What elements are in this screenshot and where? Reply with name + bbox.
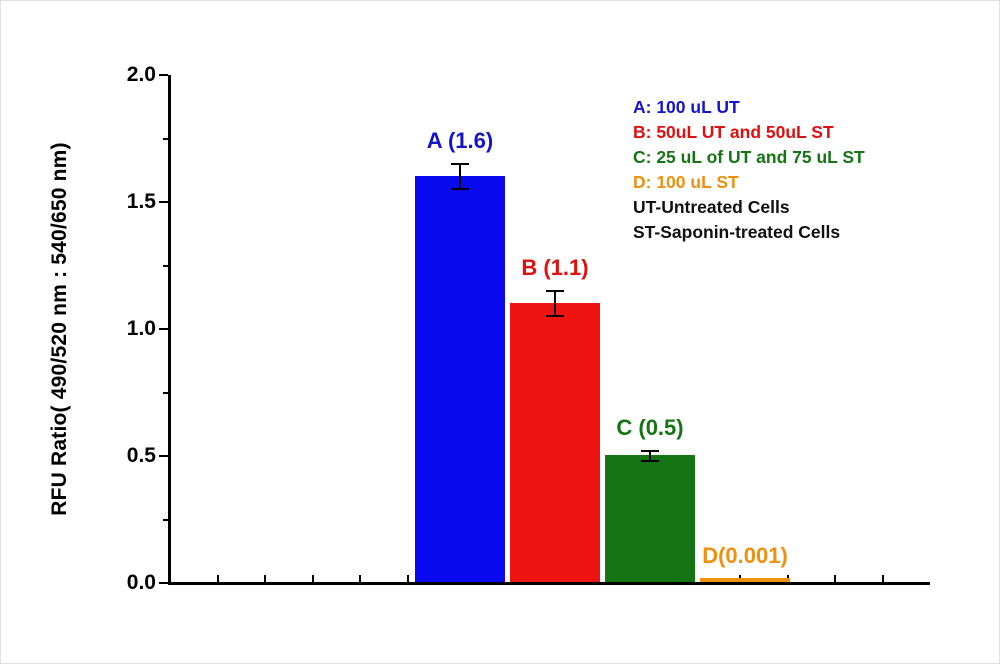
bar-value-label: D(0.001)	[702, 543, 788, 568]
legend: A: 100 uL UT B: 50uL UT and 50uL ST C: 25 …	[633, 95, 865, 245]
bar-A	[415, 175, 505, 582]
y-major-tick	[159, 582, 168, 584]
error-bar	[554, 290, 556, 317]
x-minor-tick	[216, 575, 219, 582]
y-major-tick	[159, 455, 168, 457]
error-bar	[459, 163, 461, 190]
y-minor-tick	[163, 391, 168, 394]
x-minor-tick	[834, 575, 836, 582]
legend-entry: B: 50uL UT and 50uL ST	[633, 122, 834, 142]
y-major-tick	[159, 74, 168, 76]
x-minor-tick	[881, 575, 884, 582]
legend-entry: C: 25 uL of UT and 75 uL ST	[633, 147, 865, 167]
y-tick-label: 0.5	[126, 444, 156, 467]
y-minor-tick	[163, 264, 168, 267]
legend-entry: UT-Untreated Cells	[633, 197, 790, 217]
x-axis-line	[168, 582, 930, 585]
legend-entry: A: 100 uL UT	[633, 97, 740, 117]
y-minor-tick	[163, 518, 168, 521]
bar-value-label: C (0.5)	[616, 414, 684, 440]
error-bar-cap	[641, 449, 659, 452]
bar-C	[605, 455, 695, 582]
x-minor-tick	[311, 575, 314, 582]
y-tick-label: 1.0	[126, 317, 156, 340]
error-bar-cap	[451, 188, 469, 191]
y-minor-tick	[163, 137, 168, 140]
y-tick-label: 2.0	[126, 63, 156, 86]
error-bar	[649, 450, 651, 462]
y-major-tick	[159, 328, 168, 330]
plot-area: 0.0 0.5 1.0 1.5 2.0 A (1.6) B (1.1) C (0.5) D(0…	[127, 64, 930, 594]
y-tick-label: 0.0	[126, 571, 156, 594]
legend-entry: D: 100 uL ST	[633, 172, 739, 192]
error-bar-cap	[546, 315, 564, 318]
y-axis-line	[168, 75, 171, 585]
x-minor-tick	[359, 575, 361, 582]
bar-value-label: B (1.1)	[521, 254, 589, 280]
bar-D	[700, 578, 790, 582]
error-bar-cap	[546, 289, 564, 292]
y-axis-title: RFU Ratio( 490/520 nm : 540/650 nm)	[48, 142, 71, 516]
error-bar-cap	[451, 162, 469, 165]
bar-B	[510, 302, 600, 582]
x-minor-tick	[406, 575, 409, 582]
y-major-tick	[159, 201, 168, 203]
error-bar-cap	[641, 460, 659, 463]
bar-value-label: A (1.6)	[426, 127, 494, 153]
x-minor-tick	[264, 575, 266, 582]
legend-entry: ST-Saponin-treated Cells	[633, 222, 841, 242]
y-tick-label: 1.5	[126, 190, 156, 213]
